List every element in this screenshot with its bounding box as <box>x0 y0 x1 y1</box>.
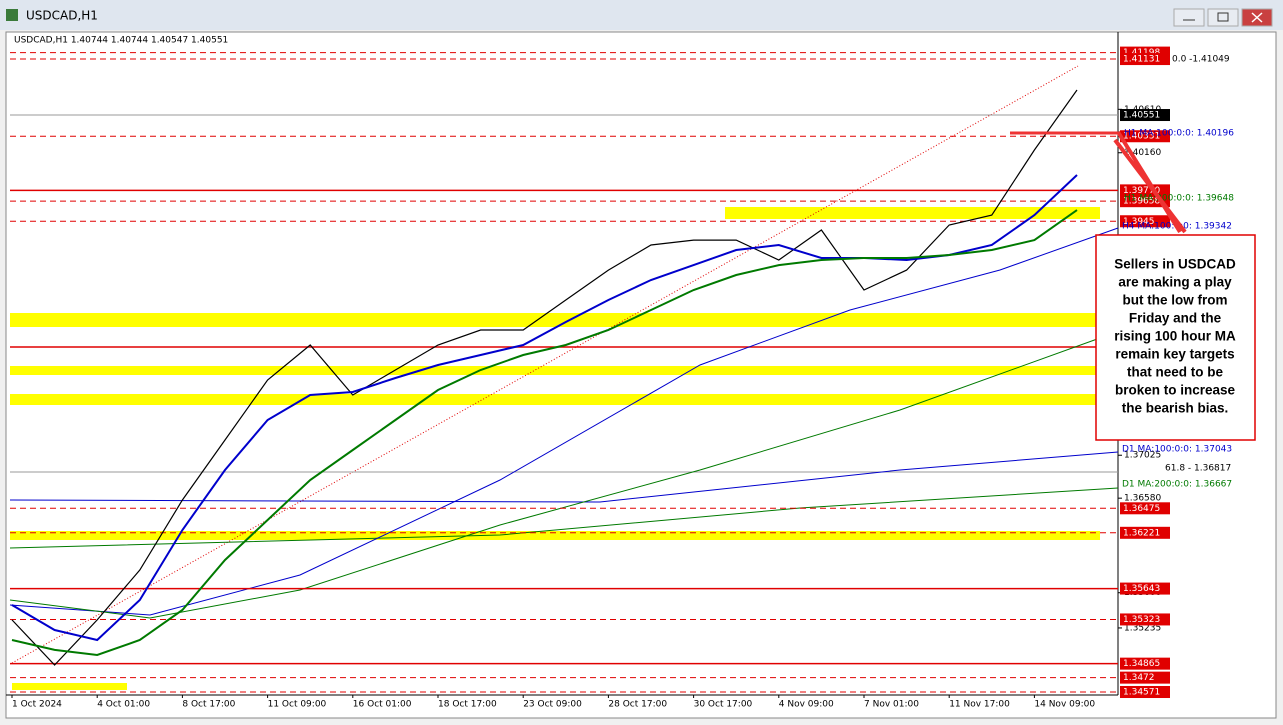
zone <box>10 366 1100 375</box>
note-line: that need to be <box>1127 365 1223 380</box>
h4-ma100 <box>9 227 1119 616</box>
level-label: 1.34571 <box>1123 688 1160 698</box>
annotation: 0.0 -1.41049 <box>1172 55 1230 65</box>
note-line: Friday and the <box>1129 311 1222 326</box>
level-box <box>1120 526 1170 539</box>
x-tick-label: 16 Oct 01:00 <box>353 700 412 710</box>
x-tick-label: 8 Oct 17:00 <box>182 700 235 710</box>
note-frame <box>1095 234 1256 441</box>
arrow <box>1113 130 1187 234</box>
level-label: 1.35323 <box>1123 615 1160 625</box>
app-icon <box>6 9 18 21</box>
ma-label: H1 MA:200:0:0: 1.39648 <box>1124 194 1234 204</box>
level-box <box>1120 613 1170 626</box>
zone <box>12 683 127 690</box>
note-box: Sellers in USDCAD are making a play but th… <box>1010 130 1256 441</box>
level-label: 1.41131 <box>1123 55 1160 65</box>
ma-label: H1 MA:100:0:0: 1.40196 <box>1124 129 1234 139</box>
note-line: remain key targets <box>1115 347 1234 362</box>
h4-ma200 <box>9 337 1101 619</box>
level-label: 1.39658 <box>1123 197 1160 207</box>
x-tick-label: 7 Nov 01:00 <box>864 700 919 710</box>
current-price-label: 1.40551 <box>1123 111 1160 121</box>
window-title: USDCAD,H1 <box>26 9 98 23</box>
note-line: rising 100 hour MA <box>1114 329 1236 344</box>
level-label: 1.36221 <box>1123 528 1160 538</box>
x-tick-label: 30 Oct 17:00 <box>694 700 753 710</box>
level-box <box>1120 657 1170 670</box>
note-line: but the low from <box>1123 293 1228 308</box>
zone <box>10 531 1100 540</box>
annotation: D1 MA:200:0:0: 1.36667 <box>1122 480 1232 490</box>
level-label: 1.39770 <box>1123 186 1160 196</box>
close-icon <box>1251 12 1263 23</box>
level-box <box>1120 53 1170 66</box>
level-label: 1.40331 <box>1123 132 1160 142</box>
maximize-icon <box>1217 12 1229 22</box>
x-tick-label: 1 Oct 2024 <box>12 700 62 710</box>
level-box <box>1120 130 1170 143</box>
y-tick-label: 1.37025 <box>1124 451 1161 461</box>
x-tick-label: 4 Oct 01:00 <box>97 700 150 710</box>
symbol-info: USDCAD,H1 1.40744 1.40744 1.40547 1.4055… <box>14 36 228 46</box>
x-tick-label: 28 Oct 17:00 <box>608 700 667 710</box>
y-tick-label: 1.40160 <box>1124 148 1161 158</box>
window-buttons[interactable] <box>1173 8 1273 27</box>
level-label: 1.3945 <box>1123 217 1155 227</box>
maximize-button[interactable] <box>1207 8 1239 27</box>
x-tick-label: 18 Oct 17:00 <box>438 700 497 710</box>
title-bar <box>0 0 1283 30</box>
level-label: 1.35643 <box>1123 584 1160 594</box>
zone <box>10 313 1100 327</box>
x-tick-label: 14 Nov 09:00 <box>1034 700 1095 710</box>
level-label: 1.3472 <box>1123 673 1155 683</box>
x-tick-label: 11 Nov 17:00 <box>949 700 1010 710</box>
zone <box>10 394 1100 405</box>
x-tick-label: 11 Oct 09:00 <box>268 700 327 710</box>
y-tick-label: 1.36580 <box>1124 494 1161 504</box>
level-box <box>1120 582 1170 595</box>
y-tick-label: 1.35235 <box>1124 623 1161 633</box>
x-tick-label: 23 Oct 09:00 <box>523 700 582 710</box>
support-zones <box>10 207 1100 690</box>
zone <box>725 207 1100 219</box>
note-line: Sellers in USDCAD <box>1114 257 1236 272</box>
current-price-box <box>1120 109 1170 122</box>
moving-average <box>11 174 1078 642</box>
note-line: the bearish bias. <box>1122 401 1229 416</box>
x-tick-label: 4 Nov 09:00 <box>779 700 834 710</box>
price-line <box>11 89 1078 666</box>
level-box <box>1120 671 1170 684</box>
annotation: 61.8 - 1.36817 <box>1165 464 1231 474</box>
annotation: D1 MA:100:0:0: 1.37043 <box>1122 445 1232 455</box>
level-box <box>1120 502 1170 515</box>
level-box <box>1120 686 1170 699</box>
minimize-button[interactable] <box>1173 8 1205 27</box>
level-box <box>1120 215 1170 228</box>
note-line: broken to increase <box>1115 383 1236 398</box>
note-line: are making a play <box>1118 275 1232 290</box>
moving-average <box>11 209 1078 657</box>
d1-ma200 <box>9 487 1119 549</box>
level-label: 1.34865 <box>1123 659 1160 669</box>
d1-ma100 <box>9 451 1119 503</box>
level-label: 1.36475 <box>1123 504 1160 514</box>
